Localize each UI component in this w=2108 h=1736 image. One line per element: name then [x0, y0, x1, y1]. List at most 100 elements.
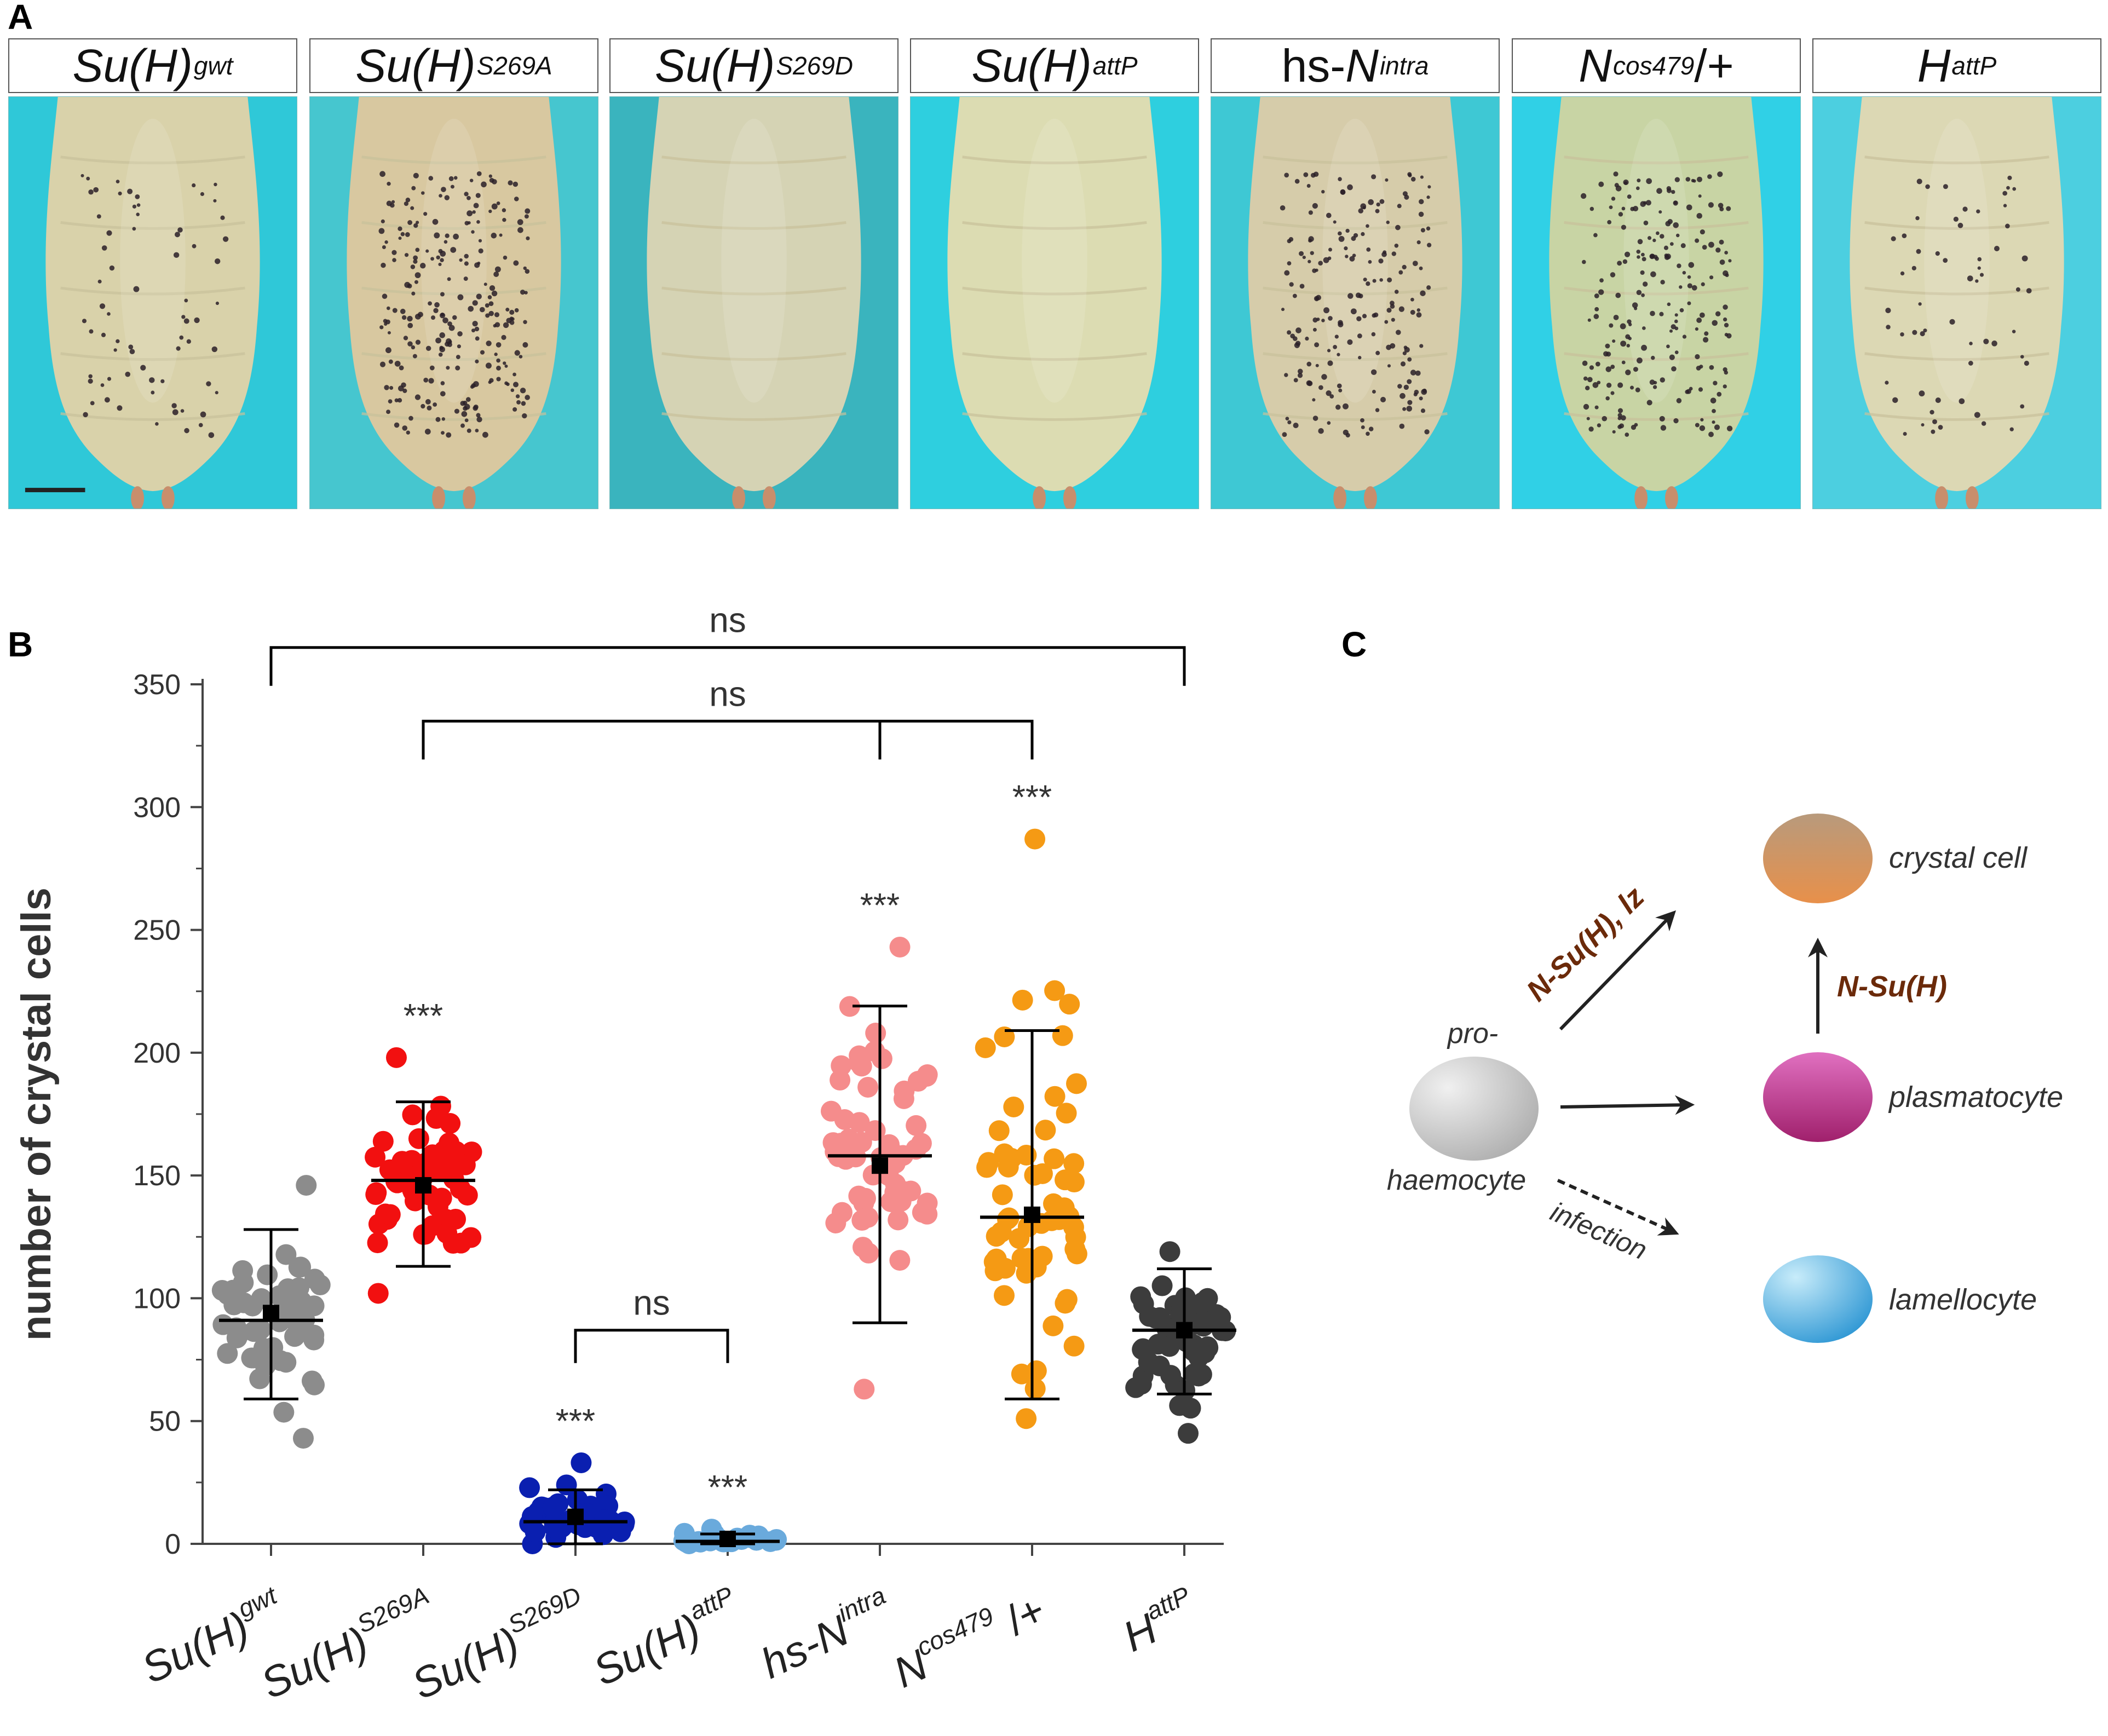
x-tick-label: Su(H)attP — [584, 1581, 748, 1695]
data-point — [1044, 980, 1065, 1001]
data-point — [445, 1208, 466, 1230]
data-point — [1024, 828, 1046, 850]
larva-image-3: Su(H) S269D — [609, 38, 899, 509]
data-point — [994, 1285, 1015, 1306]
data-point — [1066, 1073, 1087, 1094]
mean-marker — [872, 1157, 888, 1174]
data-point — [379, 1204, 401, 1225]
larva-image-label: Su(H) S269A — [309, 38, 598, 93]
significance-bracket: ns — [269, 602, 1186, 686]
data-point — [1149, 1307, 1171, 1328]
larva-photo — [609, 96, 899, 509]
data-point — [226, 1317, 247, 1339]
mean-marker — [1176, 1322, 1193, 1339]
data-point — [1177, 1423, 1199, 1444]
data-point — [865, 1023, 886, 1044]
larva-image-2: Su(H) S269A — [309, 38, 598, 509]
data-point — [454, 1154, 476, 1175]
data-point — [232, 1260, 254, 1281]
data-point — [365, 1184, 387, 1206]
data-point — [894, 1080, 915, 1101]
data-point — [402, 1104, 423, 1126]
crystal-cell-label: crystal cell — [1889, 841, 2028, 874]
data-point — [1059, 994, 1080, 1015]
y-tick-label: 150 — [133, 1160, 181, 1192]
data-point — [1125, 1377, 1147, 1398]
data-point — [1056, 1103, 1077, 1124]
larva-photo — [910, 96, 1199, 509]
data-point — [367, 1232, 388, 1254]
data-point — [1011, 1363, 1032, 1385]
data-point — [217, 1343, 238, 1364]
larva-photo — [309, 96, 598, 509]
larva-image-5: hs-N intra — [1211, 38, 1500, 509]
panel-letter-b: B — [8, 625, 33, 664]
data-point — [1024, 1378, 1046, 1399]
data-point — [1035, 1120, 1056, 1141]
data-point — [372, 1131, 394, 1152]
data-point — [1012, 989, 1033, 1011]
significance-stars: *** — [708, 1469, 747, 1507]
data-point — [242, 1295, 263, 1317]
data-point — [1044, 1148, 1065, 1169]
data-point — [1055, 1169, 1076, 1191]
mean-marker — [415, 1177, 431, 1194]
data-point — [571, 1452, 592, 1473]
data-point — [884, 1181, 906, 1203]
larva-image-label: Su(H) attP — [910, 38, 1199, 93]
data-point — [385, 1047, 407, 1068]
data-point — [223, 1294, 245, 1316]
data-point — [1011, 1248, 1033, 1269]
data-point — [1159, 1241, 1180, 1262]
data-point — [865, 1120, 886, 1141]
larva-image-label: hs-N intra — [1211, 38, 1500, 93]
data-point — [1063, 1153, 1085, 1174]
x-tick-label: hs-Nintra — [752, 1581, 900, 1687]
pro-label: pro- — [1447, 1018, 1498, 1049]
data-point — [1210, 1307, 1231, 1328]
series-2: *** — [365, 997, 482, 1304]
data-point — [288, 1256, 309, 1278]
infection-label: infection — [1546, 1196, 1652, 1266]
data-point — [592, 1524, 614, 1545]
data-point — [431, 1187, 452, 1209]
data-point — [440, 1113, 461, 1134]
data-point — [365, 1146, 386, 1168]
data-point — [1016, 1144, 1037, 1166]
data-point — [853, 1237, 874, 1258]
bracket-label: ns — [709, 602, 746, 640]
lamellocyte-label: lamellocyte — [1889, 1283, 2037, 1316]
data-point — [1032, 1163, 1053, 1184]
data-point — [1063, 1335, 1085, 1357]
data-point — [1003, 1096, 1024, 1117]
data-point — [1056, 1289, 1078, 1310]
data-point — [889, 1250, 911, 1271]
data-point — [542, 1497, 563, 1518]
data-point — [610, 1521, 631, 1542]
x-tick-label: Ncos479 /+ — [884, 1581, 1052, 1697]
significance-bracket: ns — [422, 674, 1034, 760]
y-tick-label: 250 — [133, 915, 181, 947]
data-point — [1192, 1291, 1213, 1313]
larva-image-label: Su(H) S269D — [609, 38, 899, 93]
x-tick-label: Su(H)S269A — [251, 1581, 444, 1708]
y-tick-label: 50 — [149, 1406, 181, 1438]
data-point — [1016, 1408, 1037, 1429]
panel-letter-c: C — [1341, 625, 1367, 664]
data-point — [1133, 1293, 1154, 1314]
data-point — [851, 1132, 872, 1153]
data-point — [391, 1151, 413, 1172]
data-point — [243, 1321, 264, 1342]
data-point — [277, 1278, 298, 1299]
data-point — [275, 1244, 297, 1265]
data-point — [304, 1268, 325, 1290]
data-point — [519, 1477, 540, 1498]
data-point — [292, 1428, 314, 1449]
panel-c-lineage-diagram: pro- haemocyte crystal cell plasmatocyte… — [1325, 624, 2103, 1391]
mean-marker — [719, 1531, 736, 1548]
data-point — [978, 1152, 999, 1173]
series-1 — [211, 1175, 331, 1449]
